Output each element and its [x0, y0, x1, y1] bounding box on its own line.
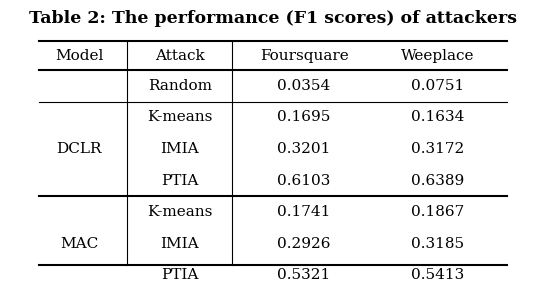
Text: 0.6389: 0.6389 — [412, 174, 465, 188]
Text: K-means: K-means — [147, 110, 212, 124]
Text: Table 2: The performance (F1 scores) of attackers: Table 2: The performance (F1 scores) of … — [29, 10, 517, 27]
Text: 0.3185: 0.3185 — [412, 237, 465, 251]
Text: 0.1741: 0.1741 — [277, 205, 331, 219]
Text: 0.6103: 0.6103 — [277, 174, 331, 188]
Text: 0.5321: 0.5321 — [277, 268, 331, 283]
Text: Attack: Attack — [155, 49, 205, 63]
Text: 0.2926: 0.2926 — [277, 237, 331, 251]
Text: K-means: K-means — [147, 205, 212, 219]
Text: Model: Model — [55, 49, 103, 63]
Text: 0.3172: 0.3172 — [412, 142, 465, 156]
Text: 0.1695: 0.1695 — [277, 110, 331, 124]
Text: IMIA: IMIA — [161, 237, 199, 251]
Text: MAC: MAC — [60, 237, 98, 251]
Text: 0.1634: 0.1634 — [411, 110, 465, 124]
Text: 0.0354: 0.0354 — [277, 79, 331, 93]
Text: Random: Random — [148, 79, 212, 93]
Text: PTIA: PTIA — [161, 268, 198, 283]
Text: 0.5413: 0.5413 — [412, 268, 465, 283]
Text: IMIA: IMIA — [161, 142, 199, 156]
Text: DCLR: DCLR — [56, 142, 102, 156]
Text: 0.3201: 0.3201 — [277, 142, 331, 156]
Text: Foursquare: Foursquare — [260, 49, 348, 63]
Text: 0.0751: 0.0751 — [412, 79, 465, 93]
Text: Weeplace: Weeplace — [401, 49, 475, 63]
Text: 0.1867: 0.1867 — [412, 205, 465, 219]
Text: PTIA: PTIA — [161, 174, 198, 188]
